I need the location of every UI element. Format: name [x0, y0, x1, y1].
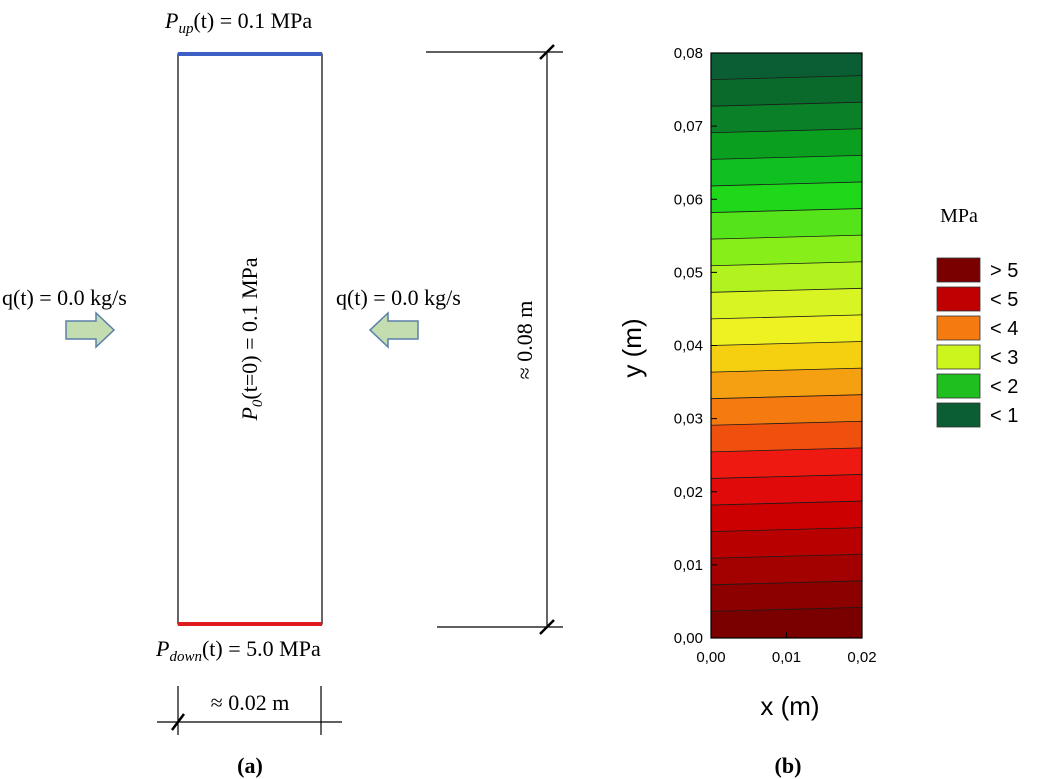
contour-line: [710, 75, 863, 80]
y-tick-label: 0,04: [674, 338, 703, 355]
x-tick-label: 0,01: [772, 649, 801, 666]
contour-line: [710, 367, 863, 373]
contour-band: [711, 261, 862, 293]
legend-label: < 2: [990, 376, 1018, 398]
contour-line: [710, 314, 863, 320]
y-tick-label: 0,01: [674, 557, 703, 574]
legend-entries: > 5 < 5 < 4 < 3 < 2 < 1: [936, 257, 1018, 428]
contour-bands: [711, 53, 862, 638]
top-pressure-label: Pup(t) = 0.1 MPa: [164, 8, 312, 37]
contour-line: [710, 234, 863, 240]
contour-band: [711, 607, 862, 638]
width-dimension: ≈ 0.02 m: [157, 686, 342, 735]
legend-swatch: [936, 373, 981, 399]
x-tick-label: 0,02: [847, 649, 876, 666]
contour-band: [711, 421, 862, 452]
contour-lines: [710, 75, 863, 612]
contour-band: [711, 155, 862, 186]
contour-band: [711, 235, 862, 266]
contour-band: [711, 501, 862, 532]
contour-line: [710, 101, 863, 107]
contour-band: [711, 554, 862, 585]
initial-pressure-label: P0(t=0) = 0.1 MPa: [237, 257, 266, 421]
contour-band: [711, 368, 862, 399]
y-tick-label: 0,06: [674, 191, 703, 208]
legend-swatch: [936, 315, 981, 341]
right-flux-arrow-icon: [368, 311, 419, 349]
legend-swatch: [936, 402, 981, 428]
contour-band: [711, 527, 862, 559]
contour-line: [710, 500, 863, 506]
panel-a-caption: (a): [237, 753, 263, 778]
contour-band: [711, 314, 862, 346]
legend-label: < 4: [990, 318, 1018, 340]
contour-line: [710, 553, 863, 559]
bottom-pressure-label: Pdown(t) = 5.0 MPa: [155, 636, 321, 665]
contour-line: [710, 447, 863, 453]
y-tick-label: 0,00: [674, 630, 703, 647]
contour-line: [710, 128, 863, 134]
y-axis-label: y (m): [617, 318, 647, 377]
legend-label: < 3: [990, 347, 1018, 369]
legend-swatch: [936, 257, 981, 283]
x-tick-label: 0,00: [696, 649, 725, 666]
contour-band: [711, 53, 862, 80]
y-tick-label: 0,05: [674, 264, 703, 281]
width-dim-label: ≈ 0.02 m: [211, 690, 290, 715]
contour-line: [710, 154, 863, 160]
contour-line: [710, 420, 863, 426]
contour-line: [710, 181, 863, 187]
contour-band: [711, 128, 862, 160]
contour-line: [710, 341, 863, 346]
y-axis-ticks: 0,00 0,01 0,02 0,03 0,04 0,05 0,06 0,07 0,08: [674, 45, 717, 647]
contour-band: [711, 208, 862, 240]
x-axis-ticks: 0,00 0,01 0,02: [696, 632, 877, 666]
x-axis-label: x (m): [760, 691, 819, 721]
contour-band: [711, 394, 862, 426]
height-dim-bottom-tick: [539, 619, 555, 635]
y-tick-label: 0,02: [674, 484, 703, 501]
left-flux-label: q(t) = 0.0 kg/s: [2, 285, 127, 310]
y-tick-label: 0,08: [674, 45, 703, 62]
contour-line: [710, 580, 863, 586]
legend-title: MPa: [940, 205, 978, 227]
contour-line: [710, 527, 863, 533]
legend-label: < 1: [990, 405, 1018, 427]
contour-band: [711, 474, 862, 506]
contour-line: [710, 607, 863, 612]
left-flux-arrow-icon: [65, 311, 116, 349]
contour-band: [711, 288, 862, 319]
legend-swatch: [936, 286, 981, 312]
legend-swatch: [936, 344, 981, 370]
contour-band: [711, 341, 862, 373]
contour-band: [711, 181, 862, 213]
contour-line: [710, 261, 863, 267]
height-dim-label: ≈ 0.08 m: [512, 301, 537, 380]
legend-label: < 5: [990, 289, 1018, 311]
height-dimension: ≈ 0.08 m: [426, 44, 563, 635]
width-dim-tick: [171, 713, 185, 731]
contour-line: [710, 474, 863, 479]
legend: MPa > 5 < 5 < 4 < 3 < 2 < 1: [936, 205, 1018, 428]
legend-label: > 5: [990, 260, 1018, 282]
panel-a: Pup(t) = 0.1 MPa Pdown(t) = 5.0 MPa P0(t…: [2, 8, 563, 778]
panel-b-caption: (b): [775, 753, 802, 778]
y-tick-label: 0,03: [674, 411, 703, 428]
right-flux-label: q(t) = 0.0 kg/s: [336, 285, 461, 310]
contour-line: [710, 394, 863, 400]
y-tick-label: 0,07: [674, 118, 703, 135]
contour-line: [710, 208, 863, 213]
contour-band: [711, 580, 862, 612]
contour-band: [711, 102, 862, 133]
contour-band: [711, 75, 862, 107]
contour-band: [711, 447, 862, 479]
height-dim-top-tick: [539, 44, 555, 60]
panel-b: 0,00 0,01 0,02 0,03 0,04 0,05 0,06 0,07 0,08 0,0…: [617, 45, 1018, 778]
contour-line: [710, 287, 863, 293]
